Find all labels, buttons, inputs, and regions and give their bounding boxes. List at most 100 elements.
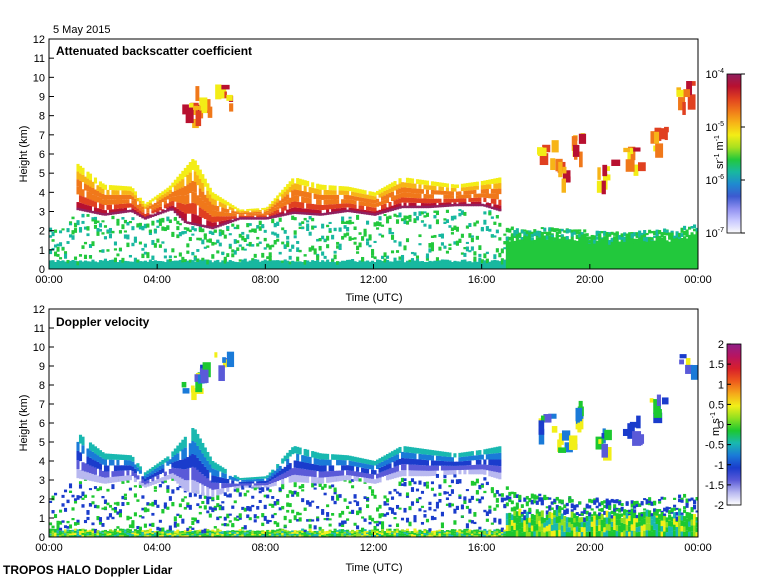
velocity-cell <box>438 529 442 532</box>
backscatter-cell <box>158 206 162 211</box>
velocity-cell <box>76 533 80 536</box>
velocity-cell <box>371 517 375 522</box>
velocity-cell <box>293 482 297 488</box>
velocity-cell <box>221 531 225 533</box>
velocity-cell <box>183 447 187 459</box>
velocity-cell <box>493 493 497 498</box>
backscatter-cell <box>128 194 132 200</box>
velocity-cell <box>56 533 60 536</box>
backscatter-cell <box>216 259 220 269</box>
velocity-cell <box>111 533 115 536</box>
backscatter-cell <box>241 212 245 215</box>
backscatter-cell <box>338 203 342 209</box>
x-tick-label: 16:00 <box>468 274 496 286</box>
velocity-cell <box>308 518 312 522</box>
velocity-cell <box>181 449 185 460</box>
backscatter-cell <box>560 228 564 232</box>
velocity-cell <box>61 530 65 533</box>
backscatter-cell <box>213 222 217 228</box>
velocity-cell <box>203 495 207 499</box>
velocity-cell <box>585 531 589 537</box>
velocity-cell <box>121 470 125 476</box>
velocity-cell <box>418 529 422 532</box>
backscatter-cell <box>690 225 694 229</box>
velocity-cell <box>343 455 347 461</box>
velocity-cell <box>213 476 217 483</box>
velocity-cell <box>113 454 117 460</box>
velocity-cell <box>151 470 155 475</box>
backscatter-cell <box>398 206 402 209</box>
velocity-cell <box>665 517 669 523</box>
velocity-cell <box>228 475 232 480</box>
backscatter-cell <box>223 204 227 209</box>
velocity-cell <box>308 524 312 529</box>
velocity-cell <box>203 476 207 486</box>
backscatter-cell <box>630 236 634 269</box>
backscatter-cell <box>101 199 105 205</box>
velocity-cell <box>615 513 619 520</box>
velocity-cell <box>483 459 487 465</box>
backscatter-cell <box>583 234 587 238</box>
colorbar-tick-label: -2 <box>714 500 724 512</box>
velocity-cell <box>76 531 80 534</box>
velocity-cell <box>223 492 227 496</box>
velocity-cell <box>161 527 165 532</box>
backscatter-cell <box>263 209 267 212</box>
velocity-cell <box>351 531 355 534</box>
velocity-cell <box>228 530 232 533</box>
velocity-cell <box>585 515 589 522</box>
velocity-cell <box>166 535 170 537</box>
velocity-cell <box>418 470 422 477</box>
velocity-cell <box>375 473 380 479</box>
velocity-cell <box>518 498 522 503</box>
velocity-cell <box>535 524 539 531</box>
velocity-cell <box>261 483 265 486</box>
velocity-cell <box>91 528 95 531</box>
velocity-cell <box>63 531 68 534</box>
velocity-cell <box>323 534 327 536</box>
velocity-cell <box>336 454 340 460</box>
backscatter-cell <box>146 207 150 211</box>
velocity-cell <box>336 533 340 536</box>
backscatter-cell <box>146 201 150 205</box>
velocity-cell <box>673 524 677 531</box>
backscatter-cell <box>218 88 225 99</box>
velocity-cell <box>445 497 449 501</box>
backscatter-cell <box>321 184 325 190</box>
velocity-cell <box>108 535 113 537</box>
velocity-cell <box>213 462 217 470</box>
velocity-cell <box>495 490 499 494</box>
velocity-cell <box>283 535 287 537</box>
velocity-cell <box>191 388 197 401</box>
velocity-cell <box>156 479 160 484</box>
velocity-cell <box>395 532 400 535</box>
backscatter-cell <box>463 211 467 216</box>
velocity-cell <box>268 481 272 485</box>
backscatter-cell <box>458 209 462 212</box>
velocity-cell <box>625 524 629 531</box>
velocity-cell <box>208 532 212 534</box>
backscatter-cell <box>66 259 70 264</box>
backscatter-cell <box>298 261 302 269</box>
velocity-cell <box>253 514 257 519</box>
backscatter-cell <box>203 225 207 228</box>
velocity-cell <box>403 470 407 477</box>
backscatter-cell <box>263 215 267 218</box>
backscatter-cell <box>108 259 113 269</box>
backscatter-cell <box>331 199 335 205</box>
velocity-cell <box>428 506 432 511</box>
velocity-cell <box>433 530 437 533</box>
velocity-cell <box>118 534 122 537</box>
backscatter-cell <box>298 226 302 230</box>
velocity-cell <box>348 470 352 476</box>
backscatter-cell <box>236 217 240 221</box>
velocity-cell <box>156 471 160 476</box>
backscatter-cell <box>61 247 65 251</box>
backscatter-cell <box>420 179 425 185</box>
backscatter-cell <box>248 215 252 218</box>
backscatter-cell <box>113 257 117 263</box>
backscatter-cell <box>288 262 292 269</box>
backscatter-cell <box>318 194 322 200</box>
velocity-cell <box>578 501 582 505</box>
velocity-cell <box>158 478 162 483</box>
